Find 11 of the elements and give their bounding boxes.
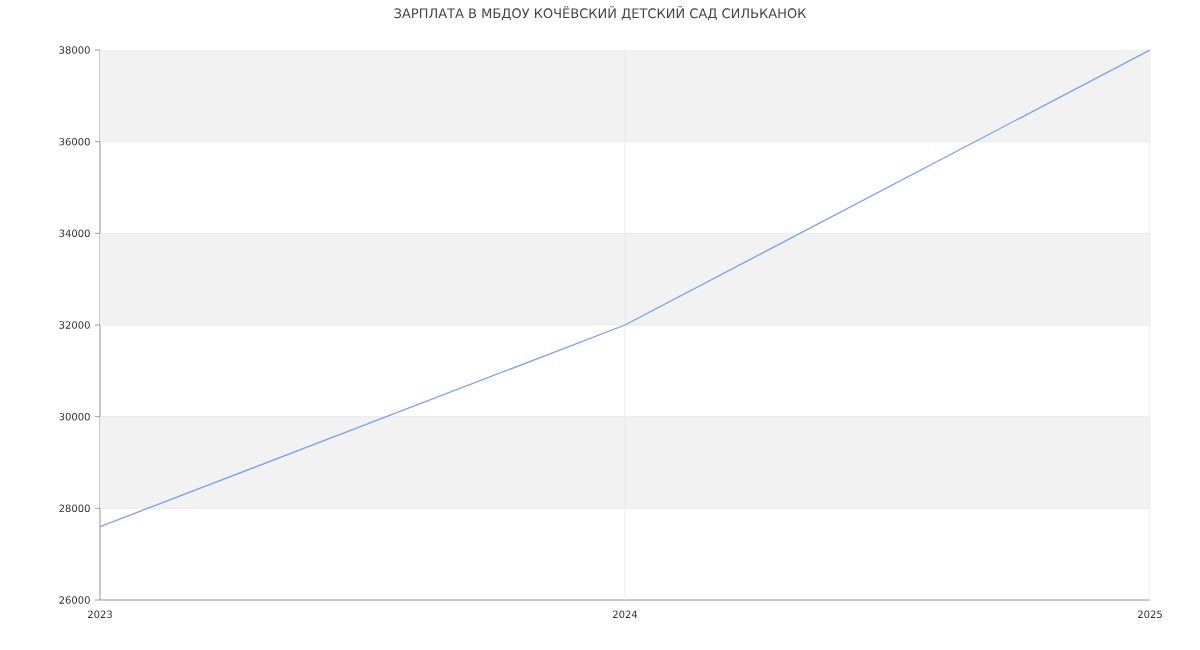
- x-tick-label: 2023: [88, 610, 112, 619]
- y-tick-label: 38000: [59, 46, 90, 54]
- x-tick-label: 2024: [613, 610, 638, 619]
- y-tick-label: 28000: [59, 504, 90, 513]
- y-tick-label: 32000: [59, 321, 90, 329]
- y-tick-label: 36000: [59, 137, 90, 146]
- y-tick-label: 26000: [59, 596, 90, 604]
- x-tick-label: 2025: [1138, 610, 1162, 619]
- chart-title: ЗАРПЛАТА В МБДОУ КОЧЁВСКИЙ ДЕТСКИЙ САД СИЛЬКАНОК: [394, 5, 807, 21]
- y-tick-label: 30000: [59, 412, 90, 421]
- y-tick-label: 34000: [59, 229, 90, 238]
